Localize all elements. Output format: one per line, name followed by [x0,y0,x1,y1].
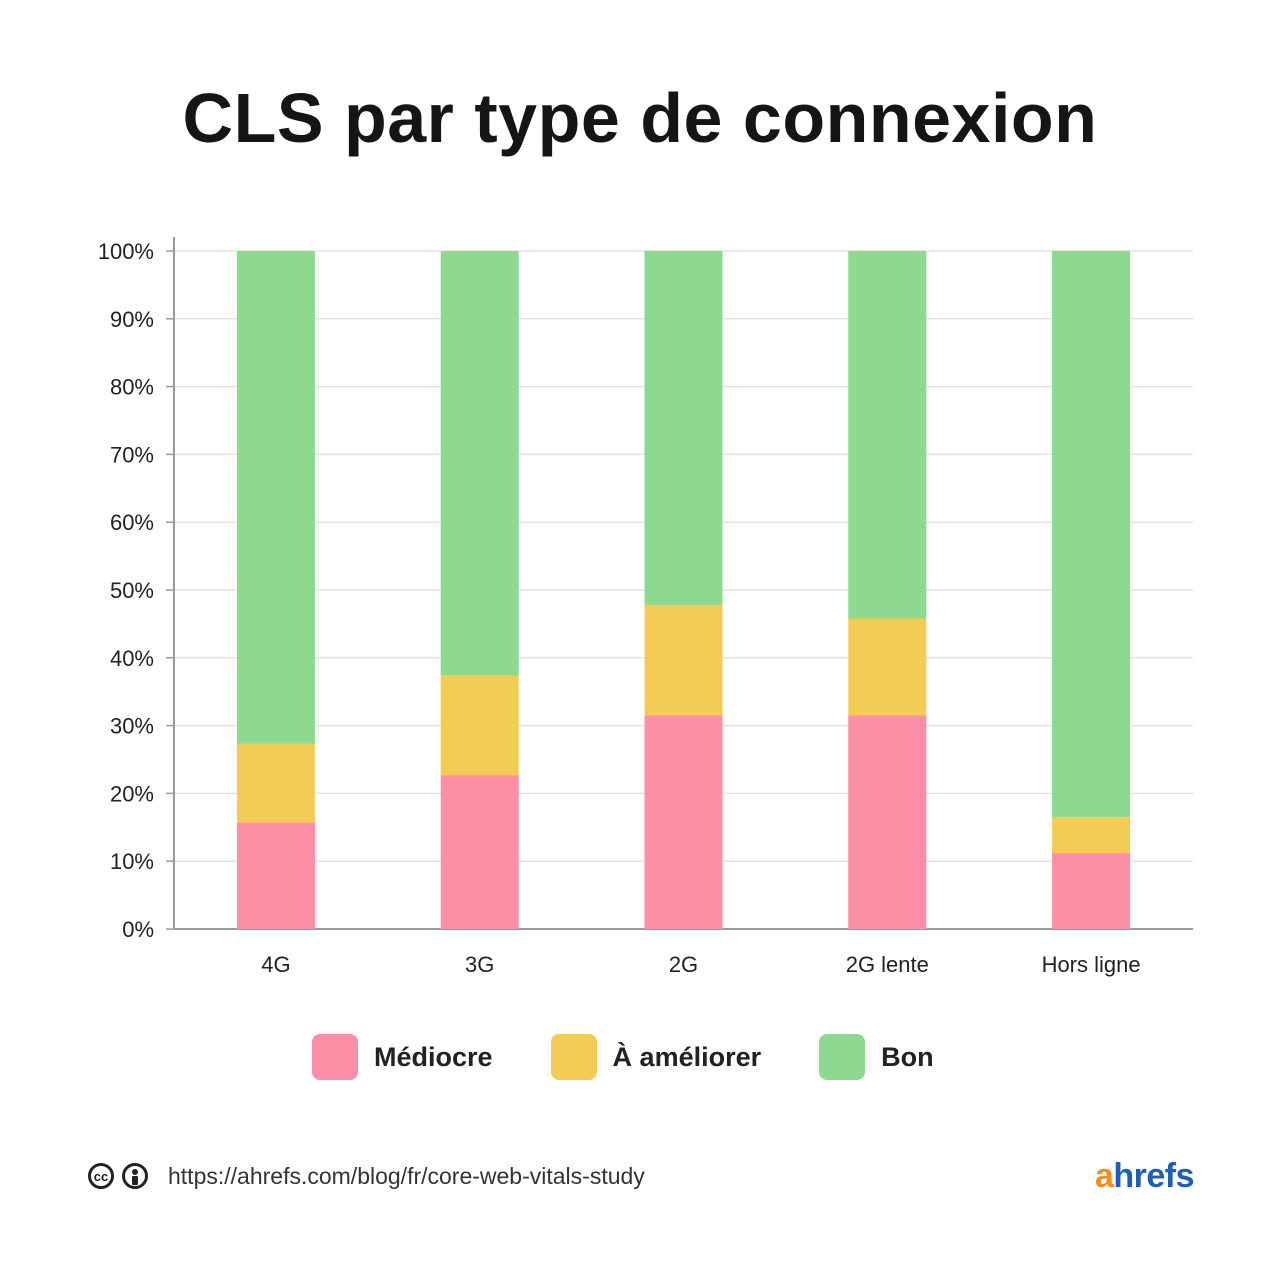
bar-segment-hors-ligne-2 [1052,251,1131,818]
legend-item-bon: Bon [819,1034,934,1080]
stacked-bar-chart: 0% 10% 20% 30% 40% 50% 60% 70% 80% 90% 100% 4G 3G 2G 2… [98,237,1193,977]
source-url[interactable]: https://ahrefs.com/blog/fr/core-web-vita… [168,1162,645,1189]
legend-swatch-mediocre [312,1034,358,1080]
y-tick-label: 100% [98,239,154,264]
legend-label-a-ameliorer: À améliorer [612,1041,762,1072]
y-tick-label: 50% [110,578,154,603]
bar-segment-2g-lente-2 [848,251,927,619]
bar-segment-3g-1 [440,675,519,776]
legend-item-a-ameliorer: À améliorer [550,1034,762,1080]
y-tick-label: 30% [110,714,154,739]
bar-segment-hors-ligne-1 [1052,817,1131,854]
y-tick-label: 70% [110,442,154,467]
bar-segment-2g-1 [644,604,723,716]
bar-segment-2g-2 [644,251,723,605]
bar-segment-4g-1 [236,743,315,823]
y-tick-label: 0% [122,917,154,942]
legend-swatch-bon [819,1034,866,1080]
y-tick-label: 60% [110,510,154,535]
bar-segment-2g-lente-0 [848,715,927,929]
bar-segment-2g-lente-1 [848,618,927,716]
legend-label-bon: Bon [881,1041,934,1072]
ahrefs-logo: ahrefs [1094,1156,1195,1195]
y-tick-label: 10% [110,849,154,874]
legend-swatch-a-ameliorer [550,1034,597,1080]
bar-segment-4g-0 [236,822,315,929]
x-tick-label: Hors ligne [1042,952,1141,977]
creative-commons-icon: cc [88,1163,114,1189]
bar-segment-2g-0 [644,715,723,929]
attribution-icon [122,1163,148,1189]
legend-item-mediocre: Médiocre [312,1034,493,1080]
bar-segment-4g-2 [236,251,315,744]
y-tick-label: 40% [110,646,154,671]
chart-title: CLS par type de connexion [182,79,1098,157]
legend: Médiocre À améliorer Bon [312,1034,992,1080]
y-tick-label: 80% [110,375,154,400]
footer: cc https://ahrefs.com/blog/fr/core-web-v… [88,1156,1194,1196]
y-tick-label: 20% [110,781,154,806]
x-tick-label: 2G lente [846,952,929,977]
x-tick-label: 4G [261,952,290,977]
bar-segment-hors-ligne-0 [1052,853,1131,929]
bar-segment-3g-0 [440,775,519,929]
bar-segment-3g-2 [440,251,519,676]
x-tick-label: 2G [669,952,698,977]
legend-label-mediocre: Médiocre [374,1041,493,1072]
x-tick-label: 3G [465,952,494,977]
y-tick-label: 90% [110,307,154,332]
